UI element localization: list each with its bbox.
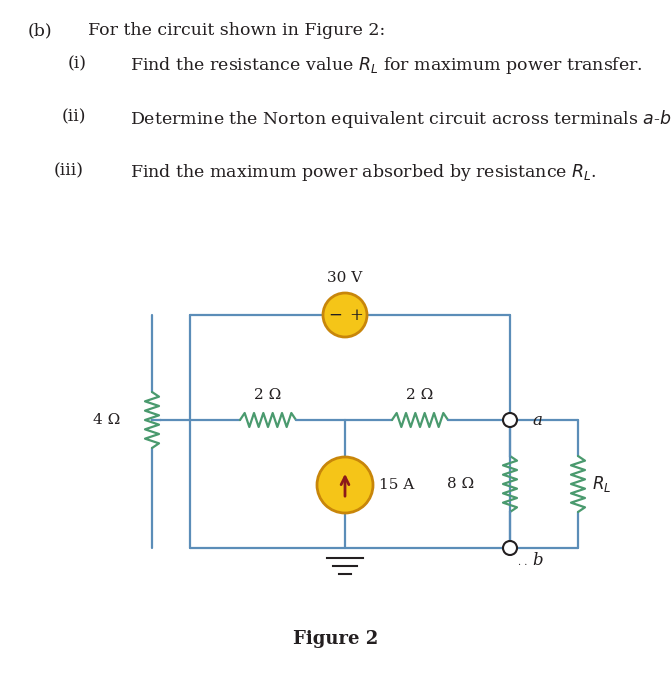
Text: (iii): (iii) [54, 162, 84, 179]
Circle shape [323, 293, 367, 337]
Text: 2 Ω: 2 Ω [255, 388, 282, 402]
Text: 4 Ω: 4 Ω [93, 413, 120, 427]
Text: Find the maximum power absorbed by resistance $R_L$.: Find the maximum power absorbed by resis… [130, 162, 597, 183]
Circle shape [503, 541, 517, 555]
Circle shape [503, 413, 517, 427]
Text: . .: . . [518, 558, 528, 567]
Text: Figure 2: Figure 2 [294, 630, 378, 648]
Text: (ii): (ii) [62, 108, 87, 125]
Text: Determine the Norton equivalent circuit across terminals $a$-$b$.: Determine the Norton equivalent circuit … [130, 108, 672, 130]
Text: +: + [349, 306, 363, 323]
Text: 8 Ω: 8 Ω [447, 477, 474, 491]
Text: −: − [328, 306, 342, 323]
Text: For the circuit shown in Figure 2:: For the circuit shown in Figure 2: [88, 22, 385, 39]
Text: (b): (b) [28, 22, 52, 39]
Circle shape [317, 457, 373, 513]
Text: (i): (i) [68, 55, 87, 72]
Text: Find the resistance value $R_L$ for maximum power transfer.: Find the resistance value $R_L$ for maxi… [130, 55, 643, 76]
Text: $R_L$: $R_L$ [592, 474, 612, 494]
Text: 30 V: 30 V [327, 271, 363, 285]
Text: 2 Ω: 2 Ω [407, 388, 433, 402]
Text: 15 A: 15 A [379, 478, 414, 492]
Text: a: a [532, 412, 542, 429]
Text: b: b [532, 552, 542, 569]
